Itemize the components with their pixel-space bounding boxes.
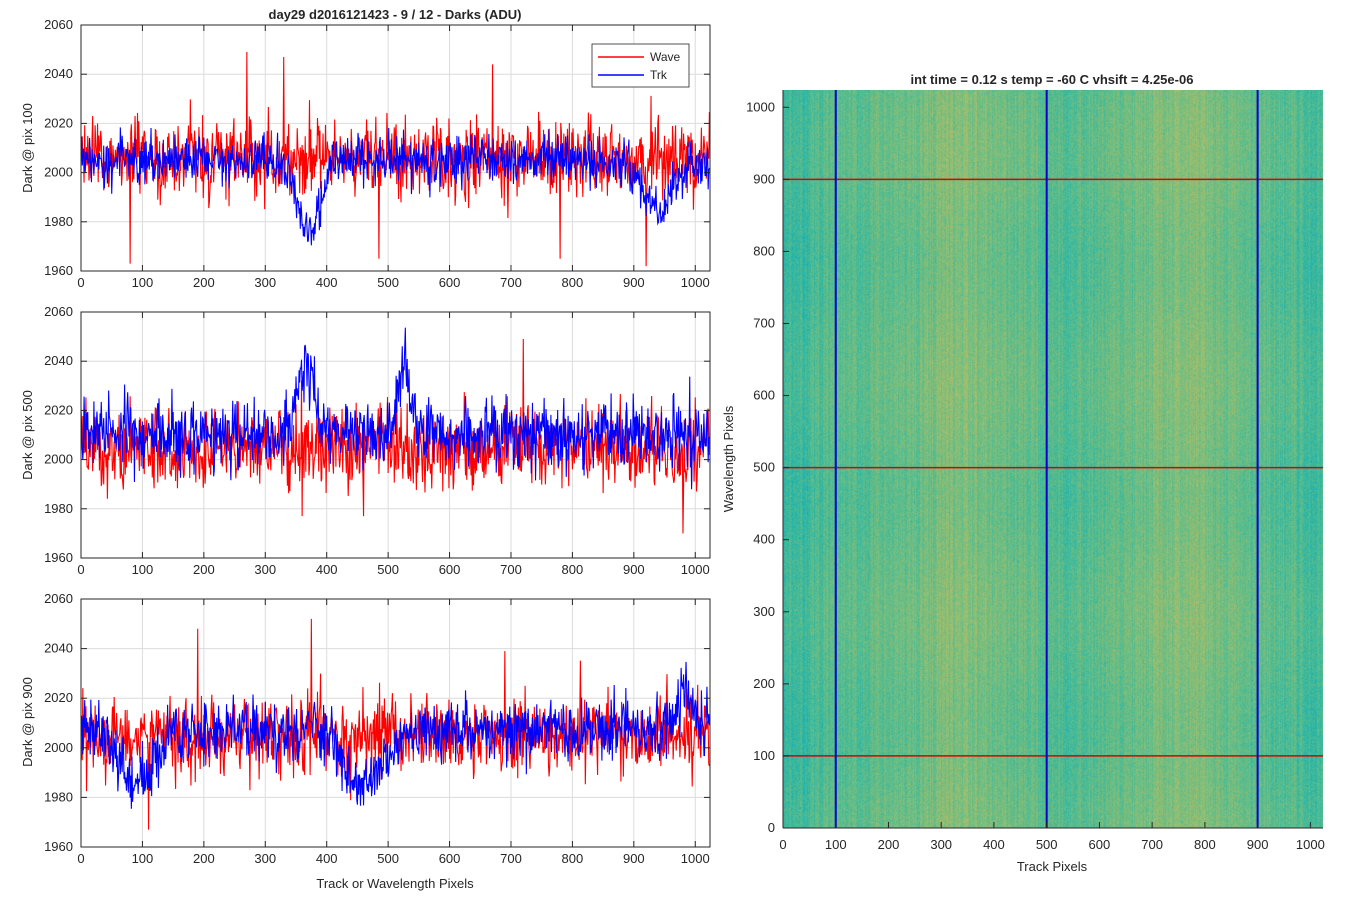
y-tick-label: 2060 (44, 591, 73, 606)
heatmap-ylabel: Wavelength Pixels (721, 405, 736, 512)
heatmap-xlabel: Track Pixels (1017, 859, 1088, 874)
x-tick-label: 100 (132, 851, 154, 866)
heatmap-y-tick-label: 500 (753, 460, 775, 475)
x-tick-label: 200 (193, 851, 215, 866)
series-line-trk (80, 327, 710, 490)
heatmap-x-tick-label: 600 (1089, 837, 1111, 852)
y-tick-label: 1960 (44, 263, 73, 278)
y-tick-label: 1980 (44, 214, 73, 229)
heatmap-x-tick-label: 300 (930, 837, 952, 852)
y-tick-label: 2040 (44, 641, 73, 656)
xlabel-left: Track or Wavelength Pixels (316, 876, 474, 891)
y-tick-label: 1980 (44, 501, 73, 516)
x-tick-label: 500 (377, 562, 399, 577)
heatmap-y-tick-label: 100 (753, 748, 775, 763)
x-tick-label: 700 (500, 851, 522, 866)
y-tick-label: 2020 (44, 402, 73, 417)
legend-trk-label: Trk (650, 68, 668, 82)
x-tick-label: 300 (254, 562, 276, 577)
heatmap-x-tick-label: 200 (878, 837, 900, 852)
y-tick-label: 1980 (44, 789, 73, 804)
legend-wave-label: Wave (650, 50, 681, 64)
heatmap-x-tick-label: 400 (983, 837, 1005, 852)
heatmap-x-tick-label: 700 (1141, 837, 1163, 852)
x-tick-label: 900 (623, 562, 645, 577)
y-tick-label: 1960 (44, 550, 73, 565)
heatmap-canvas (783, 90, 1323, 828)
y-tick-label: 2000 (44, 740, 73, 755)
x-tick-label: 600 (439, 275, 461, 290)
heatmap-x-tick-label: 800 (1194, 837, 1216, 852)
figure-title: day29 d2016121423 - 9 / 12 - Darks (ADU) (269, 7, 522, 22)
axes-frame (80, 598, 711, 848)
y-tick-label: 2000 (44, 452, 73, 467)
heatmap-y-tick-label: 800 (753, 243, 775, 258)
x-tick-label: 1000 (681, 851, 710, 866)
x-tick-label: 100 (132, 275, 154, 290)
x-tick-label: 0 (77, 275, 84, 290)
x-tick-label: 500 (377, 851, 399, 866)
x-tick-label: 1000 (681, 562, 710, 577)
heatmap-y-tick-label: 0 (768, 820, 775, 835)
x-tick-label: 700 (500, 562, 522, 577)
x-tick-label: 400 (316, 562, 338, 577)
heatmap-x-tick-label: 500 (1036, 837, 1058, 852)
x-tick-label: 300 (254, 851, 276, 866)
series-line-trk (80, 661, 710, 809)
x-tick-label: 800 (562, 275, 584, 290)
subplot-dark-pix-900: Dark @ pix 900 Track or Wavelength Pixel… (20, 591, 711, 891)
axes-frame (80, 311, 711, 559)
y-tick-label: 2020 (44, 690, 73, 705)
y-tick-label: 2020 (44, 115, 73, 130)
axes-frame (80, 24, 711, 272)
x-tick-label: 600 (439, 851, 461, 866)
heatmap-y-tick-label: 400 (753, 532, 775, 547)
y-tick-label: 1960 (44, 839, 73, 854)
x-tick-label: 200 (193, 562, 215, 577)
x-tick-label: 300 (254, 275, 276, 290)
ylabel-pix-100: Dark @ pix 100 (20, 103, 35, 193)
heatmap-x-tick-label: 100 (825, 837, 847, 852)
ylabel-pix-900: Dark @ pix 900 (20, 677, 35, 767)
legend-box (591, 43, 690, 88)
heatmap-title: int time = 0.12 s temp = -60 C vhsift = … (911, 72, 1194, 87)
x-tick-label: 1000 (681, 275, 710, 290)
heatmap-x-tick-label: 0 (779, 837, 786, 852)
x-tick-label: 700 (500, 275, 522, 290)
x-tick-label: 400 (316, 275, 338, 290)
y-tick-label: 2060 (44, 304, 73, 319)
heatmap-panel: int time = 0.12 s temp = -60 C vhsift = … (721, 72, 1325, 874)
heatmap-x-tick-label: 1000 (1296, 837, 1325, 852)
heatmap-image (783, 90, 1323, 828)
x-tick-label: 0 (77, 562, 84, 577)
heatmap-y-tick-label: 1000 (746, 99, 775, 114)
x-tick-label: 0 (77, 851, 84, 866)
heatmap-y-tick-label: 600 (753, 388, 775, 403)
subplot-dark-pix-500: Dark @ pix 500 0 100 200 300 400 500 600 700 800… (20, 304, 711, 577)
ylabel-pix-500: Dark @ pix 500 (20, 390, 35, 480)
x-tick-label: 800 (562, 851, 584, 866)
x-tick-label: 600 (439, 562, 461, 577)
heatmap-y-tick-label: 300 (753, 604, 775, 619)
x-tick-label: 400 (316, 851, 338, 866)
x-tick-label: 100 (132, 562, 154, 577)
heatmap-x-tick-label: 900 (1247, 837, 1269, 852)
y-tick-label: 2000 (44, 165, 73, 180)
y-tick-label: 2060 (44, 17, 73, 32)
heatmap-y-tick-label: 200 (753, 676, 775, 691)
x-tick-label: 500 (377, 275, 399, 290)
y-tick-label: 2040 (44, 353, 73, 368)
legend: Wave Trk (591, 43, 690, 88)
y-tick-label: 2040 (44, 66, 73, 81)
x-tick-label: 900 (623, 851, 645, 866)
x-tick-label: 900 (623, 275, 645, 290)
heatmap-y-tick-label: 900 (753, 171, 775, 186)
x-tick-label: 800 (562, 562, 584, 577)
series-line-trk (80, 127, 710, 246)
x-tick-label: 200 (193, 275, 215, 290)
heatmap-y-tick-label: 700 (753, 316, 775, 331)
